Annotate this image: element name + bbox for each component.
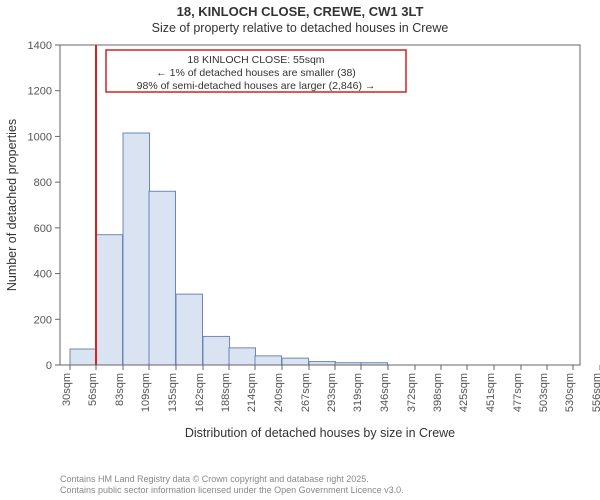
chart-container: 18, KINLOCH CLOSE, CREWE, CW1 3LT Size o…	[0, 0, 600, 500]
svg-text:800: 800	[34, 177, 52, 189]
histogram-bar	[282, 358, 309, 365]
svg-text:83sqm: 83sqm	[114, 373, 126, 406]
annotation-line: 18 KINLOCH CLOSE: 55sqm	[187, 54, 324, 66]
svg-text:293sqm: 293sqm	[326, 373, 338, 412]
histogram-bar	[309, 362, 336, 365]
svg-text:398sqm: 398sqm	[432, 373, 444, 412]
histogram-bar	[123, 133, 150, 365]
svg-text:109sqm: 109sqm	[140, 373, 152, 412]
histogram-bar	[176, 294, 203, 365]
svg-text:556sqm: 556sqm	[591, 373, 600, 412]
annotation-line: ← 1% of detached houses are smaller (38)	[156, 67, 356, 79]
histogram-bar	[255, 356, 282, 365]
y-axis-label: Number of detached properties	[5, 119, 19, 291]
page-subtitle: Size of property relative to detached ho…	[0, 21, 600, 35]
svg-text:188sqm: 188sqm	[220, 373, 232, 412]
svg-text:135sqm: 135sqm	[167, 373, 179, 412]
footer-line-2: Contains public sector information licen…	[60, 485, 404, 496]
histogram-bar	[70, 349, 97, 365]
svg-text:0: 0	[46, 360, 52, 372]
svg-text:400: 400	[34, 269, 52, 281]
x-axis-label: Distribution of detached houses by size …	[185, 426, 455, 440]
svg-text:451sqm: 451sqm	[485, 373, 497, 412]
svg-text:30sqm: 30sqm	[61, 373, 73, 406]
svg-text:214sqm: 214sqm	[246, 373, 258, 412]
svg-text:1200: 1200	[28, 86, 52, 98]
svg-text:1400: 1400	[28, 40, 52, 52]
histogram-bar	[229, 348, 256, 365]
svg-text:240sqm: 240sqm	[273, 373, 285, 412]
svg-text:600: 600	[34, 223, 52, 235]
annotation-line: 98% of semi-detached houses are larger (…	[137, 80, 376, 92]
footer-text: Contains HM Land Registry data © Crown c…	[60, 474, 404, 496]
svg-text:1000: 1000	[28, 131, 52, 143]
svg-text:530sqm: 530sqm	[564, 373, 576, 412]
svg-text:425sqm: 425sqm	[458, 373, 470, 412]
page-title: 18, KINLOCH CLOSE, CREWE, CW1 3LT	[0, 4, 600, 19]
svg-text:319sqm: 319sqm	[352, 373, 364, 412]
histogram-bar	[203, 336, 230, 365]
svg-text:346sqm: 346sqm	[379, 373, 391, 412]
footer-line-1: Contains HM Land Registry data © Crown c…	[60, 474, 404, 485]
svg-text:477sqm: 477sqm	[512, 373, 524, 412]
histogram-plot: 0 200 400 600 800 1000 1200 1400 30sqm 56sqm 83sqm…	[0, 40, 600, 470]
svg-text:162sqm: 162sqm	[194, 373, 206, 412]
histogram-bar	[149, 191, 176, 365]
svg-text:56sqm: 56sqm	[87, 373, 99, 406]
svg-text:372sqm: 372sqm	[406, 373, 418, 412]
svg-text:267sqm: 267sqm	[300, 373, 312, 412]
svg-text:503sqm: 503sqm	[538, 373, 550, 412]
svg-text:200: 200	[34, 314, 52, 326]
histogram-bar	[96, 235, 123, 365]
